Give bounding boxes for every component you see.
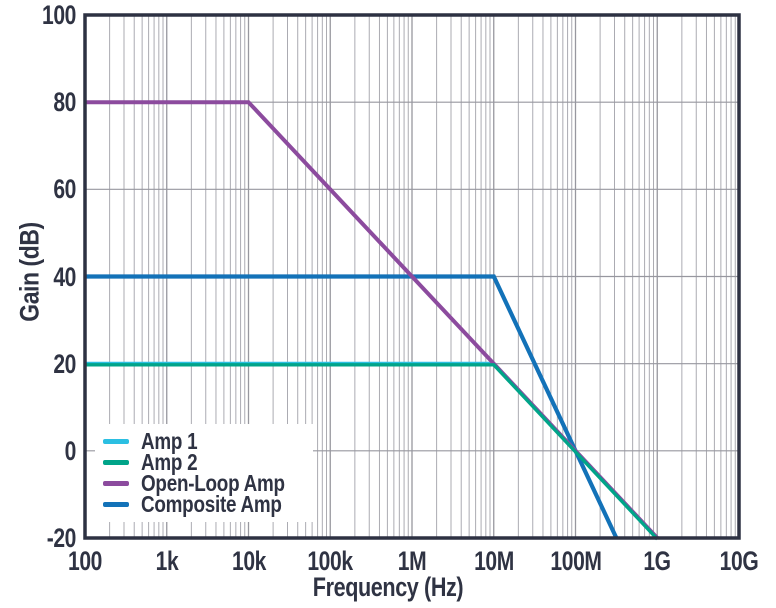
legend-label: Composite Amp	[141, 491, 282, 517]
y-tick-label: 100	[42, 0, 76, 30]
series-layer	[85, 100, 659, 541]
x-tick-label: 100M	[549, 546, 602, 576]
y-tick-label: -20	[46, 523, 77, 553]
series-line-amp-2	[85, 363, 659, 541]
x-tick-label: 100	[68, 546, 102, 576]
legend-item-amp-2: Amp 2	[103, 449, 313, 475]
x-axis-title: Frequency (Hz)	[312, 572, 464, 602]
y-tick-label: 20	[53, 348, 76, 379]
legend: Amp 1 Amp 2 Open-Loop Amp Composite Amp	[95, 424, 313, 522]
legend-item-composite-amp: Composite Amp	[103, 491, 313, 517]
x-tick-label: 1G	[643, 546, 672, 576]
legend-swatch-amp-2	[103, 460, 129, 465]
x-tick-label: 10G	[719, 546, 759, 576]
legend-swatch-open-loop-amp	[103, 481, 129, 486]
legend-swatch-amp-1	[103, 439, 129, 444]
legend-swatch-composite-amp	[103, 502, 129, 507]
legend-label: Amp 2	[141, 449, 198, 475]
legend-item-open-loop-amp: Open-Loop Amp	[103, 470, 313, 496]
y-tick-label: 0	[64, 435, 77, 466]
x-tick-label: 100k	[307, 546, 354, 576]
plot-frame	[83, 13, 741, 540]
x-tick-label: 10k	[231, 546, 266, 576]
y-tick-label: 60	[53, 174, 76, 205]
y-tick-label: 80	[53, 87, 76, 118]
x-tick-label: 1M	[397, 546, 427, 576]
legend-item-amp-1: Amp 1	[103, 428, 313, 454]
y-axis-title: Gain (dB)	[14, 222, 45, 322]
legend-label: Amp 1	[141, 428, 198, 454]
y-tick-label: 40	[53, 261, 76, 292]
x-tick-label: 1k	[155, 546, 179, 576]
x-tick-label: 10M	[473, 546, 514, 576]
plot-frame-border	[83, 13, 741, 540]
legend-label: Open-Loop Amp	[141, 470, 285, 496]
